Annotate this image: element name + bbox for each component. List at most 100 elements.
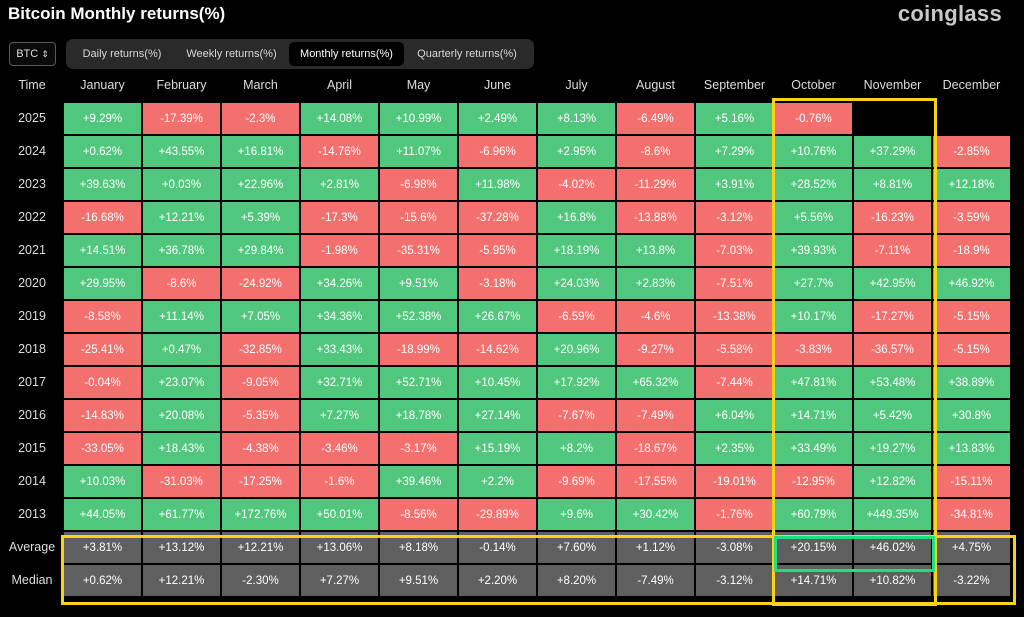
return-cell-2016-july: -7.67% (538, 400, 615, 431)
summary-cell-average-may: +8.18% (380, 532, 457, 563)
return-cell-2019-september: -13.38% (696, 301, 773, 332)
summary-cell-median-january: +0.62% (64, 565, 141, 596)
return-cell-2022-january: -16.68% (64, 202, 141, 233)
return-cell-2023-august: -11.29% (617, 169, 694, 200)
return-cell-2018-march: -32.85% (222, 334, 299, 365)
return-cell-2019-february: +11.14% (143, 301, 220, 332)
return-cell-2017-january: -0.04% (64, 367, 141, 398)
tab-weekly-returns[interactable]: Weekly returns(%) (186, 48, 277, 60)
return-cell-2017-april: +32.71% (301, 367, 378, 398)
return-cell-2019-october: +10.17% (775, 301, 852, 332)
brand-logo: coinglass (897, 1, 1002, 26)
return-cell-2023-march: +22.96% (222, 169, 299, 200)
return-cell-2021-may: -35.31% (380, 235, 457, 266)
return-cell-2023-september: +3.91% (696, 169, 773, 200)
row-label-2017: 2017 (18, 375, 46, 389)
return-cell-2014-september: -19.01% (696, 466, 773, 497)
return-cell-2018-november: -36.57% (854, 334, 931, 365)
return-cell-2013-january: +44.05% (64, 499, 141, 530)
return-cell-2024-january: +0.62% (64, 136, 141, 167)
header-september: September (703, 78, 766, 92)
return-cell-2015-september: +2.35% (696, 433, 773, 464)
return-cell-2023-november: +8.81% (854, 169, 931, 200)
tab-quarterly-returns[interactable]: Quarterly returns(%) (417, 48, 517, 60)
return-cell-2014-march: -17.25% (222, 466, 299, 497)
return-cell-2020-june: -3.18% (459, 268, 536, 299)
return-cell-2025-september: +5.16% (696, 103, 773, 134)
return-cell-2015-november: +19.27% (854, 433, 931, 464)
header-april: April (326, 78, 352, 92)
return-cell-2022-may: -15.6% (380, 202, 457, 233)
return-cell-2022-june: -37.28% (459, 202, 536, 233)
tab-monthly-returns[interactable]: Monthly returns(%) (289, 42, 404, 66)
return-cell-2020-november: +42.95% (854, 268, 931, 299)
summary-cell-average-december: +4.75% (933, 532, 1010, 563)
return-cell-2020-april: +34.26% (301, 268, 378, 299)
return-cell-2022-november: -16.23% (854, 202, 931, 233)
return-cell-2022-february: +12.21% (143, 202, 220, 233)
return-cell-2018-june: -14.62% (459, 334, 536, 365)
return-cell-2018-july: +20.96% (538, 334, 615, 365)
summary-cell-median-december: -3.22% (933, 565, 1010, 596)
return-cell-2023-january: +39.63% (64, 169, 141, 200)
summary-cell-median-august: -7.49% (617, 565, 694, 596)
return-cell-2018-january: -25.41% (64, 334, 141, 365)
returns-tabs: Daily returns(%) Weekly returns(%) Month… (66, 39, 534, 69)
return-cell-2019-june: +26.67% (459, 301, 536, 332)
header-august: August (636, 78, 675, 92)
return-cell-2018-february: +0.47% (143, 334, 220, 365)
return-cell-2021-february: +36.78% (143, 235, 220, 266)
header-may: May (406, 78, 431, 92)
return-cell-2016-april: +7.27% (301, 400, 378, 431)
return-cell-2025-may: +10.99% (380, 103, 457, 134)
return-cell-2017-november: +53.48% (854, 367, 931, 398)
row-label-2019: 2019 (18, 309, 46, 323)
return-cell-2018-august: -9.27% (617, 334, 694, 365)
return-cell-2018-september: -5.58% (696, 334, 773, 365)
asset-select[interactable]: BTC ⇕ (9, 42, 56, 66)
summary-cell-median-march: -2.30% (222, 565, 299, 596)
return-cell-2015-january: -33.05% (64, 433, 141, 464)
row-label-2020: 2020 (18, 276, 46, 290)
return-cell-2020-october: +27.7% (775, 268, 852, 299)
return-cell-2024-june: -6.96% (459, 136, 536, 167)
return-cell-2022-december: -3.59% (933, 202, 1010, 233)
row-label-2023: 2023 (18, 177, 46, 191)
return-cell-2022-october: +5.56% (775, 202, 852, 233)
summary-cell-average-august: +1.12% (617, 532, 694, 563)
return-cell-2014-february: -31.03% (143, 466, 220, 497)
row-label-2024: 2024 (18, 144, 46, 158)
return-cell-2018-april: +33.43% (301, 334, 378, 365)
summary-cell-average-november: +46.02% (854, 532, 931, 563)
return-cell-2016-september: +6.04% (696, 400, 773, 431)
summary-cell-median-july: +8.20% (538, 565, 615, 596)
return-cell-2013-february: +61.77% (143, 499, 220, 530)
return-cell-2021-april: -1.98% (301, 235, 378, 266)
return-cell-2017-september: -7.44% (696, 367, 773, 398)
return-cell-2016-december: +30.8% (933, 400, 1010, 431)
return-cell-2019-april: +34.36% (301, 301, 378, 332)
return-cell-2024-december: -2.85% (933, 136, 1010, 167)
return-cell-2021-july: +18.19% (538, 235, 615, 266)
tab-daily-returns[interactable]: Daily returns(%) (82, 48, 162, 60)
return-cell-2021-december: -18.9% (933, 235, 1010, 266)
header-december: December (942, 78, 1001, 92)
return-cell-2025-june: +2.49% (459, 103, 536, 134)
return-cell-2019-may: +52.38% (380, 301, 457, 332)
return-cell-2019-december: -5.15% (933, 301, 1010, 332)
summary-cell-median-february: +12.21% (143, 565, 220, 596)
page-title: Bitcoin Monthly returns(%) (8, 4, 226, 23)
summary-cell-median-november: +10.82% (854, 565, 931, 596)
return-cell-2017-march: -9.05% (222, 367, 299, 398)
return-cell-2015-february: +18.43% (143, 433, 220, 464)
return-cell-2021-november: -7.11% (854, 235, 931, 266)
return-cell-2016-november: +5.42% (854, 400, 931, 431)
return-cell-2018-december: -5.15% (933, 334, 1010, 365)
return-cell-2024-october: +10.76% (775, 136, 852, 167)
return-cell-2021-march: +29.84% (222, 235, 299, 266)
return-cell-2014-april: -1.6% (301, 466, 378, 497)
return-cell-2024-may: +11.07% (380, 136, 457, 167)
return-cell-2019-november: -17.27% (854, 301, 931, 332)
return-cell-2025-october: -0.76% (775, 103, 852, 134)
return-cell-2021-september: -7.03% (696, 235, 773, 266)
